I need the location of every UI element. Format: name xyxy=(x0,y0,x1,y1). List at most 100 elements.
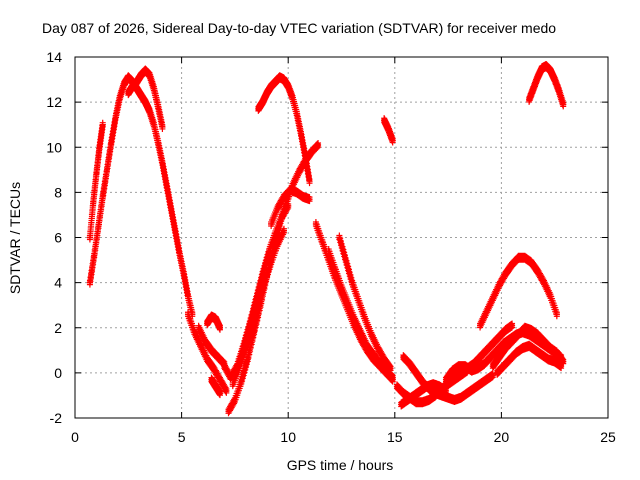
data-point xyxy=(547,345,554,352)
data-point xyxy=(496,333,503,340)
data-point xyxy=(86,234,93,241)
data-point xyxy=(489,340,496,347)
data-point xyxy=(195,324,202,331)
data-point xyxy=(285,202,292,209)
data-point xyxy=(502,327,509,334)
chart-title: Day 087 of 2026, Sidereal Day-to-day VTE… xyxy=(42,20,556,36)
data-point xyxy=(216,376,223,383)
series-arc-4 xyxy=(184,309,230,396)
data-point xyxy=(212,383,219,390)
data-point xyxy=(423,383,430,390)
data-point xyxy=(146,72,153,79)
data-point xyxy=(438,392,445,399)
data-point xyxy=(410,392,417,399)
data-point xyxy=(95,223,102,230)
data-point xyxy=(163,182,170,189)
data-point xyxy=(355,297,362,304)
data-point xyxy=(442,387,449,394)
series-arc-24 xyxy=(477,252,560,331)
data-point xyxy=(400,354,407,361)
data-point xyxy=(513,349,520,356)
data-point xyxy=(202,338,209,345)
data-point xyxy=(502,270,509,277)
data-point xyxy=(280,193,287,200)
data-point xyxy=(487,354,494,361)
data-point xyxy=(208,347,215,354)
series-arc-3 xyxy=(125,65,166,132)
data-point xyxy=(538,351,545,358)
data-point xyxy=(287,187,294,194)
y-tick-label: 14 xyxy=(46,49,62,65)
data-point xyxy=(146,108,153,115)
data-point xyxy=(483,347,490,354)
data-point xyxy=(530,85,537,92)
data-point xyxy=(534,74,541,81)
data-point xyxy=(381,117,388,124)
data-point xyxy=(526,96,533,103)
data-point xyxy=(266,248,273,255)
data-point xyxy=(159,123,166,130)
data-point xyxy=(515,331,522,338)
data-point xyxy=(417,387,424,394)
data-point xyxy=(553,311,560,318)
data-point xyxy=(389,137,396,144)
data-point xyxy=(167,205,174,212)
data-point xyxy=(336,234,343,241)
data-point xyxy=(99,121,106,128)
series-arc-5 xyxy=(195,322,228,369)
data-point xyxy=(389,374,396,381)
data-point xyxy=(116,94,123,101)
data-point xyxy=(560,101,567,108)
data-point xyxy=(268,83,275,90)
data-point xyxy=(238,378,245,385)
data-point xyxy=(543,63,550,70)
data-point xyxy=(155,103,162,110)
x-axis-label: GPS time / hours xyxy=(287,457,394,473)
data-point xyxy=(464,365,471,372)
data-point xyxy=(214,354,221,361)
series-arc-1 xyxy=(86,72,196,320)
data-point xyxy=(509,261,516,268)
x-tick-label: 25 xyxy=(600,429,616,445)
data-point xyxy=(515,254,522,261)
data-point xyxy=(138,92,145,99)
data-point xyxy=(155,139,162,146)
data-point xyxy=(532,347,539,354)
data-point xyxy=(278,214,285,221)
data-point xyxy=(551,76,558,83)
series-arc-22 xyxy=(489,322,567,372)
data-point xyxy=(225,408,232,415)
data-point xyxy=(259,99,266,106)
data-point xyxy=(86,279,93,286)
data-point xyxy=(538,65,545,72)
series-arc-10 xyxy=(229,225,287,390)
data-point xyxy=(129,83,136,90)
data-point xyxy=(400,390,407,397)
data-point xyxy=(272,229,279,236)
data-point xyxy=(494,369,501,376)
data-point xyxy=(112,114,119,121)
data-point xyxy=(212,315,219,322)
data-point xyxy=(280,227,287,234)
data-point xyxy=(483,376,490,383)
series-arc-2 xyxy=(86,119,106,243)
data-point xyxy=(221,363,228,370)
data-point xyxy=(509,338,516,345)
data-point xyxy=(276,74,283,81)
data-point xyxy=(553,349,560,356)
data-point xyxy=(289,94,296,101)
data-point xyxy=(455,363,462,370)
data-point xyxy=(93,171,100,178)
data-point xyxy=(521,254,528,261)
data-point xyxy=(306,178,313,185)
data-point xyxy=(91,252,98,259)
y-tick-label: 10 xyxy=(46,139,62,155)
data-point xyxy=(398,401,405,408)
data-point xyxy=(191,329,198,336)
data-point xyxy=(261,279,268,286)
data-point xyxy=(180,270,187,277)
data-point xyxy=(300,193,307,200)
data-point xyxy=(297,130,304,137)
data-point xyxy=(489,363,496,370)
